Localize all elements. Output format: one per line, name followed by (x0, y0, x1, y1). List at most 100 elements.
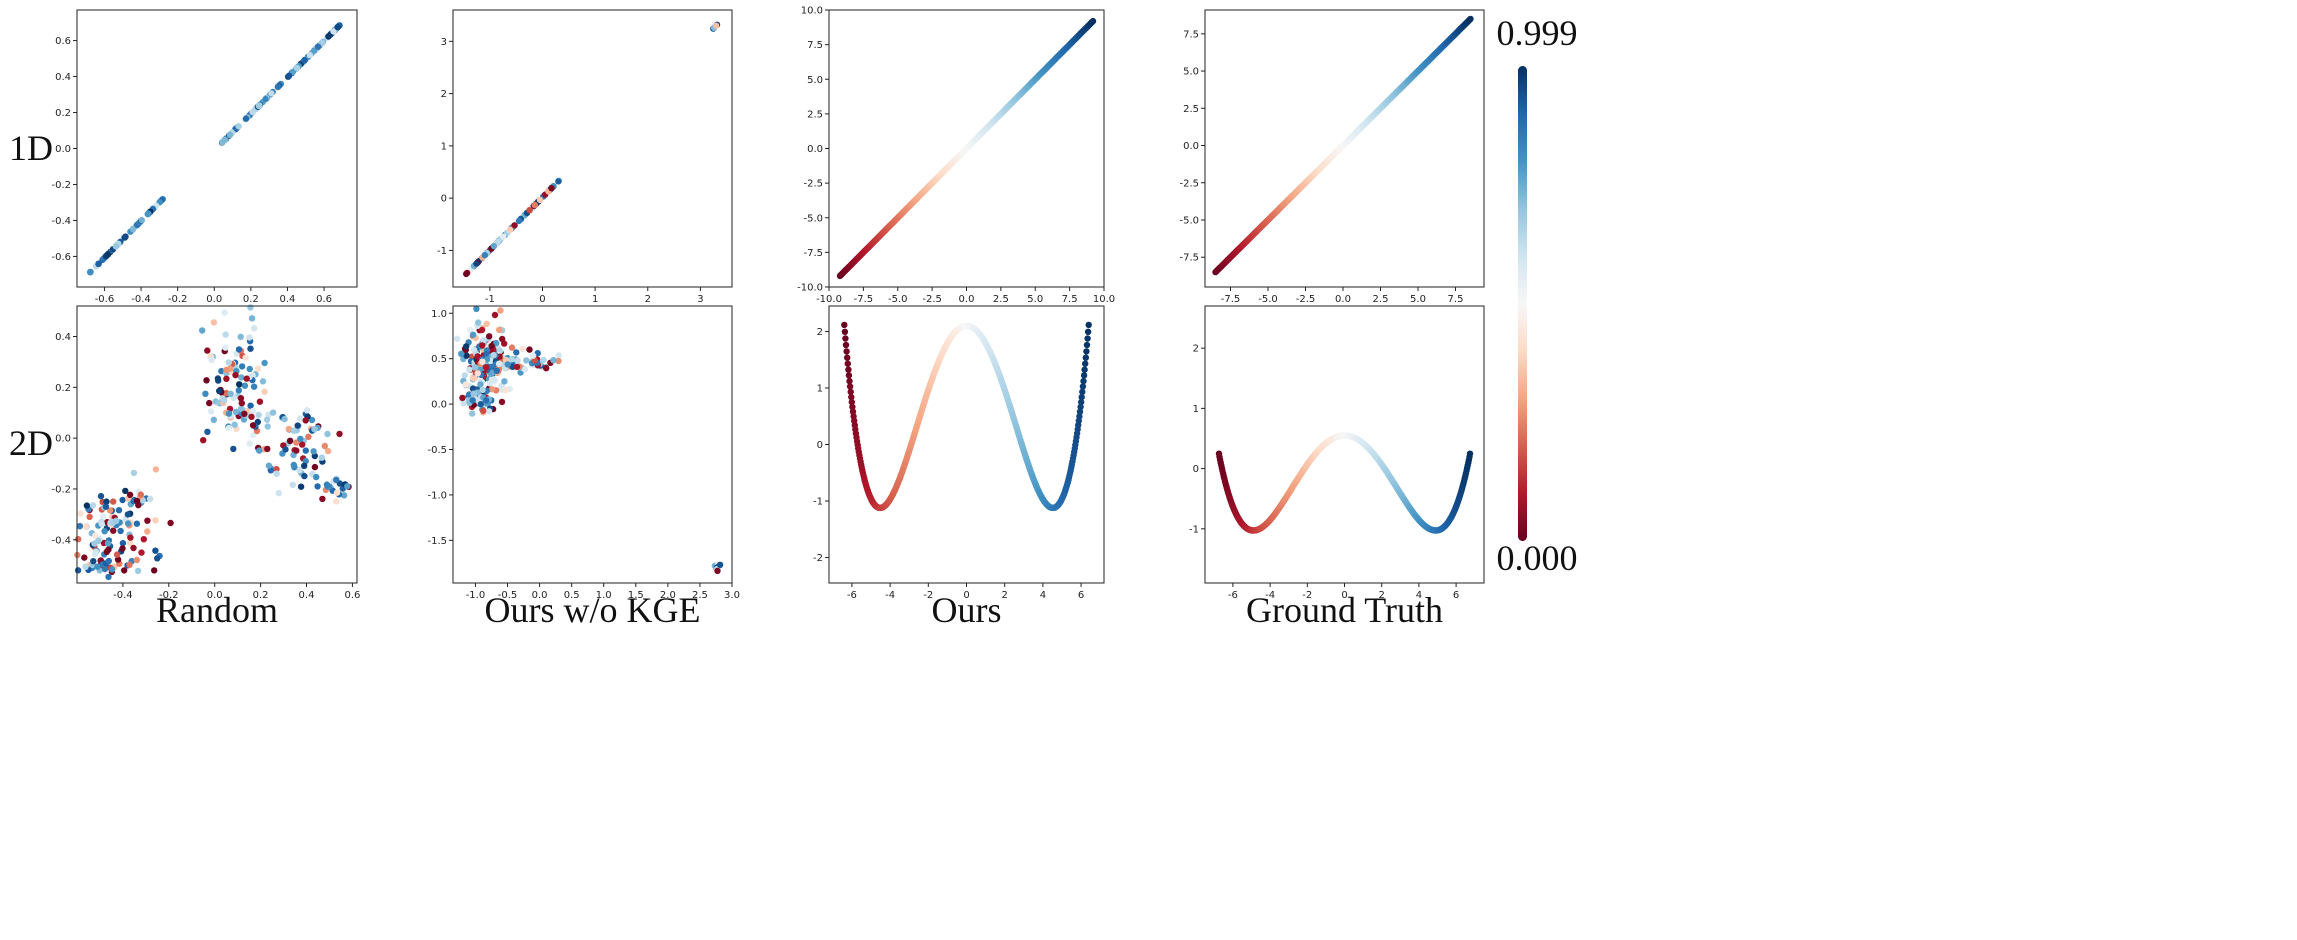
x-tick-label: -0.5 (498, 590, 518, 601)
data-point (275, 489, 282, 497)
data-point (103, 498, 110, 505)
data-point (314, 483, 321, 490)
y-tick-label: 1 (817, 383, 823, 394)
data-point (237, 405, 245, 413)
data-point (548, 185, 555, 192)
x-tick-label: -4 (885, 590, 895, 601)
data-point (495, 360, 503, 367)
data-point (94, 563, 101, 570)
data-point (115, 507, 123, 514)
y-tick-label: -0.4 (51, 535, 71, 546)
axes-frame (828, 305, 1105, 584)
data-point (222, 344, 229, 351)
data-point (110, 527, 117, 534)
data-point (82, 523, 90, 530)
data-point (122, 487, 129, 495)
data-point (485, 408, 493, 415)
data-point (1467, 15, 1474, 23)
x-tick-label: -5.0 (1258, 294, 1278, 305)
data-point (124, 520, 132, 527)
x-tick-label: -0.4 (113, 590, 133, 601)
data-point (223, 375, 230, 382)
data-point (1077, 403, 1084, 411)
x-tick-label: 0.2 (243, 294, 259, 305)
x-tick-label: 5.0 (1027, 294, 1043, 305)
data-point (1076, 408, 1084, 415)
data-point (210, 416, 217, 423)
data-point (471, 364, 479, 371)
data-point (273, 470, 280, 477)
data-point (499, 335, 506, 343)
data-point (286, 437, 294, 444)
data-point (76, 523, 84, 530)
y-tick-label: 0.0 (431, 400, 447, 411)
panel-2D-Ours: -6 -4 -2 0 2 4 6 -2 -1 0 1 2 (813, 305, 1105, 601)
data-point (121, 567, 128, 574)
x-tick-label: 2.5 (692, 590, 708, 601)
x-tick-label: -7.5 (854, 294, 874, 305)
data-point (461, 372, 468, 379)
data-point (515, 217, 523, 225)
data-point (97, 492, 105, 500)
data-point (144, 517, 151, 524)
data-point (126, 491, 134, 498)
data-point (1079, 388, 1086, 396)
data-point (273, 466, 280, 473)
data-point (237, 333, 244, 340)
data-point (474, 353, 481, 360)
data-point (74, 567, 82, 574)
y-tick-label: 0 (1193, 464, 1199, 475)
data-point (127, 534, 134, 541)
y-tick-label: 0.0 (1183, 141, 1199, 152)
x-tick-label: 0.5 (564, 590, 580, 601)
data-point (113, 517, 120, 524)
data-point (95, 537, 102, 545)
y-tick-label: 0.0 (55, 434, 71, 445)
data-point (479, 358, 486, 365)
data-point (289, 481, 296, 489)
data-point (842, 341, 850, 349)
data-point (296, 415, 304, 422)
data-point (324, 447, 332, 455)
x-tick-label: -1 (485, 294, 495, 305)
data-point (249, 407, 257, 415)
data-point (1082, 354, 1090, 361)
data-point (247, 402, 254, 409)
data-point (269, 409, 277, 416)
y-tick-label: 2 (441, 89, 447, 100)
data-point (470, 390, 477, 397)
data-point (103, 548, 111, 555)
data-point (480, 407, 487, 414)
panel-1D-GroundTruth: -7.5 -5.0 -2.5 0.0 2.5 5.0 7.5 -7.5 -5.0 -2.5 0.0 2… (1179, 9, 1485, 305)
data-point (469, 331, 477, 338)
data-point (256, 447, 263, 454)
x-tick-label: 0.2 (253, 590, 269, 601)
data-point (474, 370, 481, 377)
data-point (1084, 335, 1091, 342)
data-point (238, 374, 245, 381)
data-point (247, 345, 254, 352)
data-point (846, 377, 853, 385)
y-tick-label: 0 (441, 194, 447, 205)
data-point (1080, 372, 1088, 379)
y-tick-label: 2.5 (1183, 104, 1199, 115)
data-point (555, 178, 562, 185)
data-point (108, 566, 116, 573)
x-tick-label: 0.0 (532, 590, 548, 601)
x-tick-label: 2.5 (1373, 294, 1389, 305)
x-tick-label: 0.0 (207, 590, 223, 601)
data-point (508, 344, 516, 351)
data-point (282, 446, 289, 453)
data-point (90, 558, 97, 565)
data-point (321, 442, 328, 450)
data-point (246, 440, 253, 447)
data-point (308, 416, 316, 424)
data-point (336, 430, 343, 438)
x-tick-label: 0.0 (206, 294, 222, 305)
data-point (214, 375, 222, 382)
x-tick-label: -1.0 (466, 590, 486, 601)
data-point (1083, 348, 1090, 355)
data-point (237, 395, 245, 402)
data-point (842, 335, 849, 342)
